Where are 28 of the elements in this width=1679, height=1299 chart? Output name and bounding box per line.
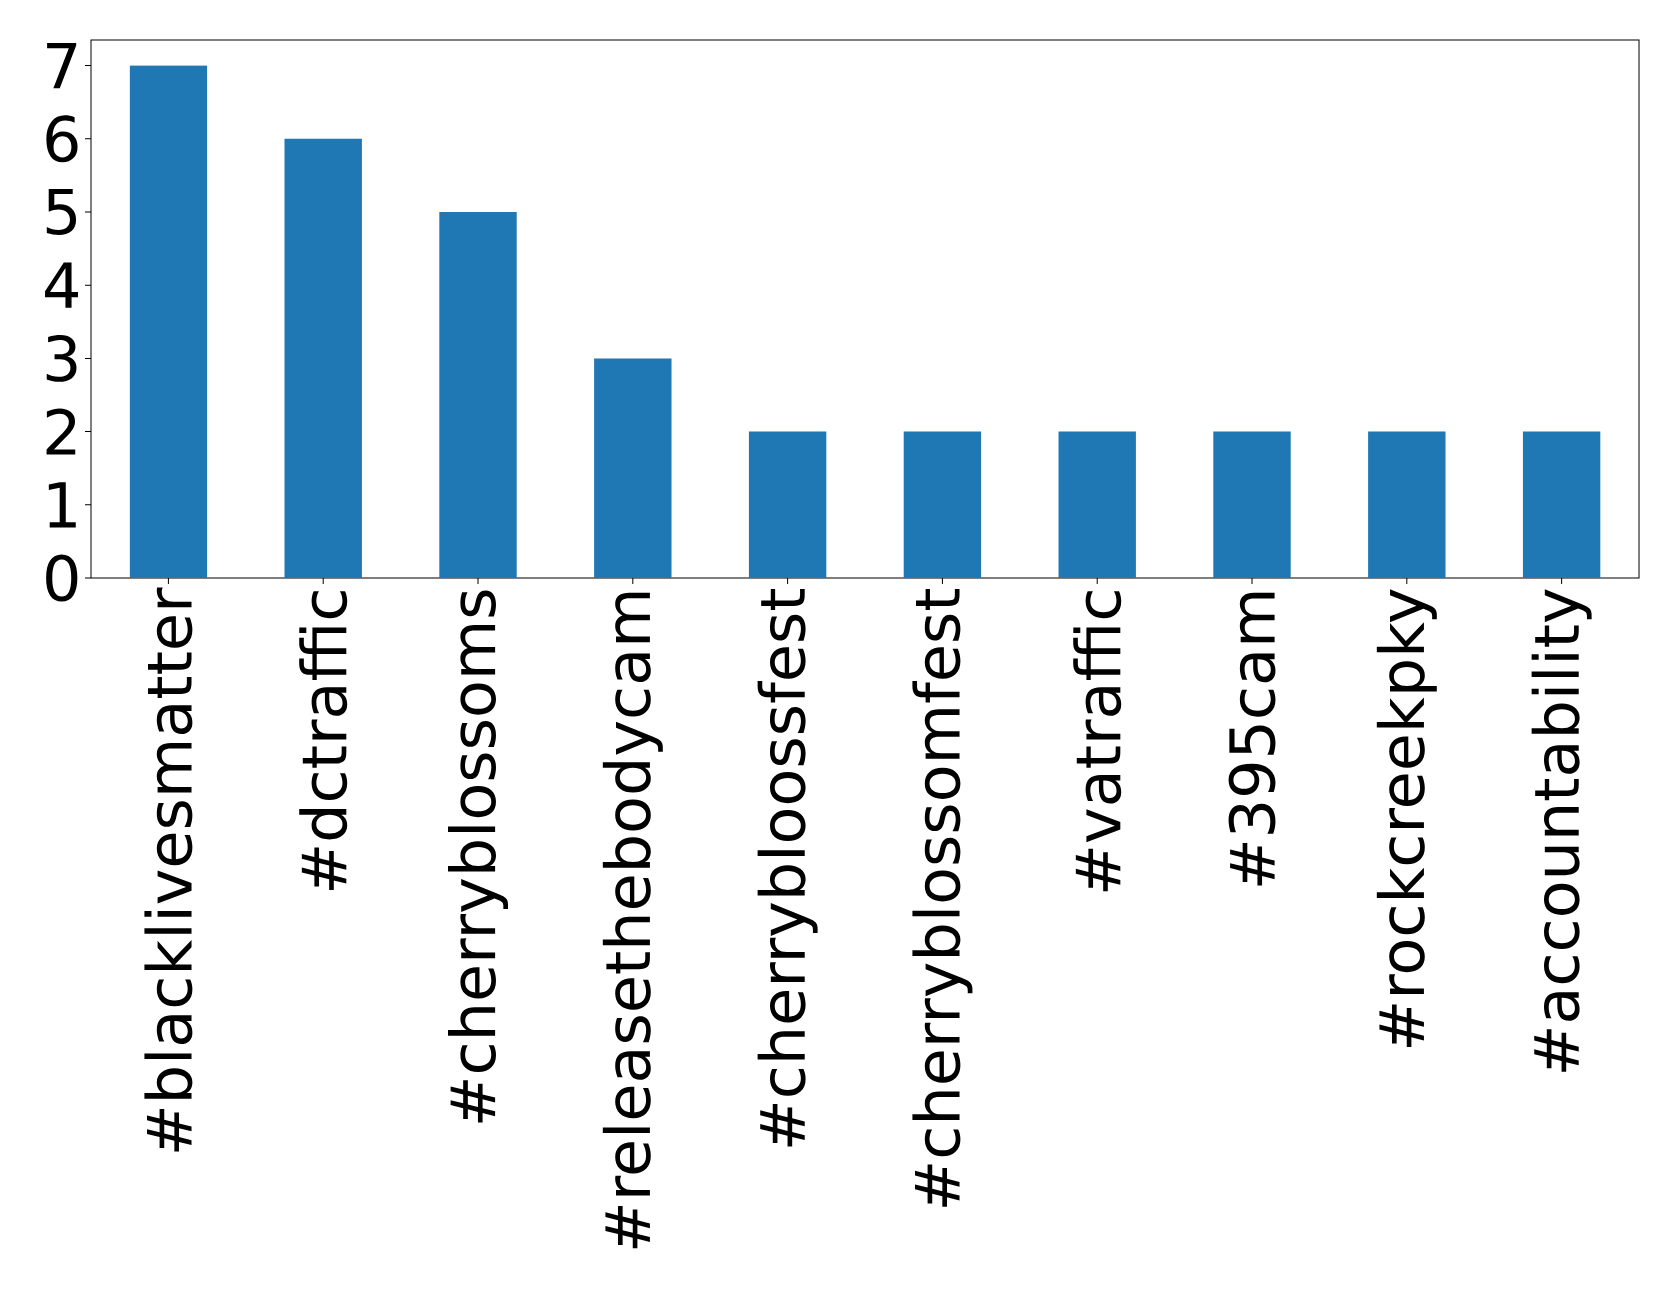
x-tick-label: #accountability [1531,589,1592,1072]
bar [284,138,362,578]
x-tick-label: #releasethebodycam [602,592,663,1249]
y-tick-label: 1 [48,482,76,528]
y-tick-label: 5 [46,188,77,236]
y-tick-label: 0 [46,554,78,602]
bar [748,431,827,578]
x-tick-label: #395cam [1228,592,1276,886]
y-tick-label: 4 [45,262,78,308]
bar [903,431,982,578]
x-tick-label: #vatraffic [1073,591,1122,892]
x-tick-label: #cherryblossoms [448,590,508,1123]
x-tick-label: #dctraffic [299,591,348,890]
bar [1522,431,1601,578]
bar [1058,431,1136,578]
x-tick-label: #blacklivesmatter [144,587,193,1152]
y-tick-label: 6 [46,115,78,163]
y-tick-label: 2 [46,408,76,455]
y-tick-label: 7 [47,43,77,89]
bar [129,65,208,578]
x-tick-label: #cherryblossomfest [912,588,973,1207]
x-tick-label: #cherrybloossfest [757,588,818,1147]
bar [1213,431,1291,578]
bar [594,358,672,578]
bar [1368,431,1446,578]
y-tick-label: 3 [46,334,77,382]
x-tick-label: #rockcreekpky [1376,589,1437,1047]
bar [439,212,517,578]
